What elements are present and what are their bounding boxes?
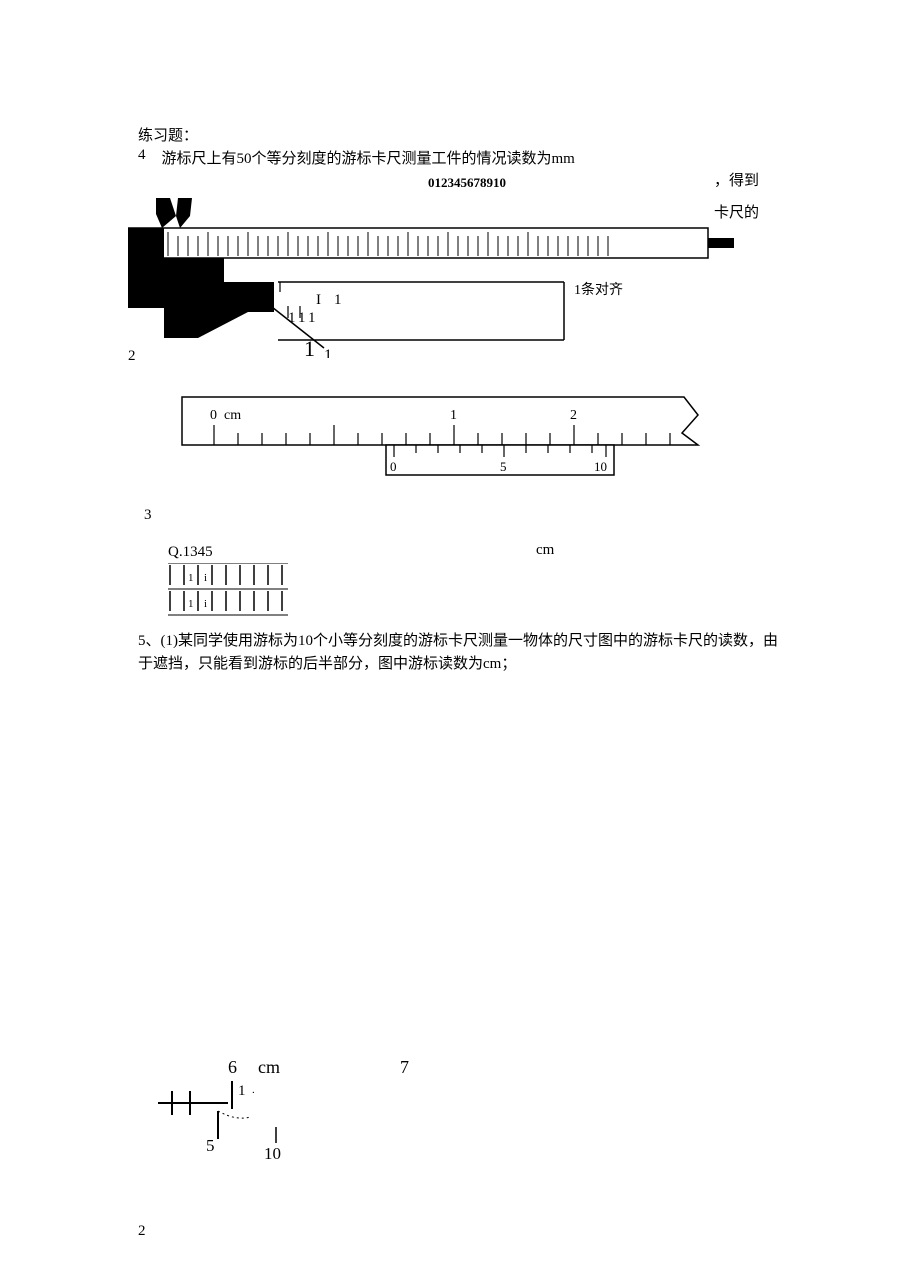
b-1: 1: [238, 1083, 246, 1099]
svg-text:1: 1: [334, 292, 342, 308]
q3-figure: Q.1345 cm 1i 1i: [168, 544, 768, 624]
svg-text:1: 1: [288, 310, 296, 326]
ruler-figure-2: 0 cm 1 2 0 5 10: [174, 389, 774, 489]
svg-text:I: I: [316, 292, 321, 308]
svg-text:1: 1: [304, 336, 315, 358]
ruler2-2: 2: [570, 408, 577, 423]
caliper-figure: 012345678910: [128, 172, 768, 362]
svg-text:1: 1: [188, 598, 194, 610]
svg-text:.: .: [252, 1084, 255, 1096]
b-cm: cm: [258, 1057, 280, 1077]
bottom-svg: 6 cm 7 1 . 5 10: [158, 1055, 478, 1165]
q3-qlabel: Q.1345: [168, 544, 768, 561]
page-number: 2: [138, 1223, 782, 1240]
b-6: 6: [228, 1057, 237, 1077]
ruler2-cm: cm: [224, 408, 241, 423]
q4-text: 游标尺上有50个等分刻度的游标卡尺测量工件的情况读数为mm: [162, 147, 575, 168]
caliper-svg: I1 111 11: [128, 198, 738, 358]
b-5: 5: [206, 1136, 215, 1155]
bottom-caliper-figure: 6 cm 7 1 . 5 10: [158, 1055, 558, 1165]
ruler2-1: 1: [450, 408, 457, 423]
vernier-5: 5: [500, 459, 507, 474]
question-5-text: 5、(1)某同学使用游标为10个小等分刻度的游标卡尺测量一物体的尺寸图中的游标卡…: [138, 630, 782, 675]
vernier-10: 10: [594, 459, 607, 474]
exercise-title: 练习题：: [138, 124, 782, 145]
vernier-scale-label: 012345678910: [428, 175, 506, 191]
question-4-line: 4 游标尺上有50个等分刻度的游标卡尺测量工件的情况读数为mm: [138, 147, 782, 168]
svg-text:1: 1: [188, 572, 194, 584]
vernier-0: 0: [390, 459, 397, 474]
ruler2-svg: 0 cm 1 2 0 5 10: [174, 389, 734, 489]
q4-number: 4: [138, 147, 146, 164]
q3-number: 3: [144, 507, 782, 524]
svg-text:i: i: [204, 572, 207, 584]
b-7: 7: [400, 1057, 409, 1077]
svg-text:1: 1: [298, 310, 306, 326]
q3-cm: cm: [536, 542, 554, 559]
svg-text:i: i: [204, 598, 207, 610]
svg-text:1: 1: [308, 310, 316, 326]
ruler2-0: 0: [210, 408, 217, 423]
b-10: 10: [264, 1144, 281, 1163]
q3-svg: 1i 1i: [168, 563, 318, 619]
svg-text:1: 1: [324, 347, 332, 358]
